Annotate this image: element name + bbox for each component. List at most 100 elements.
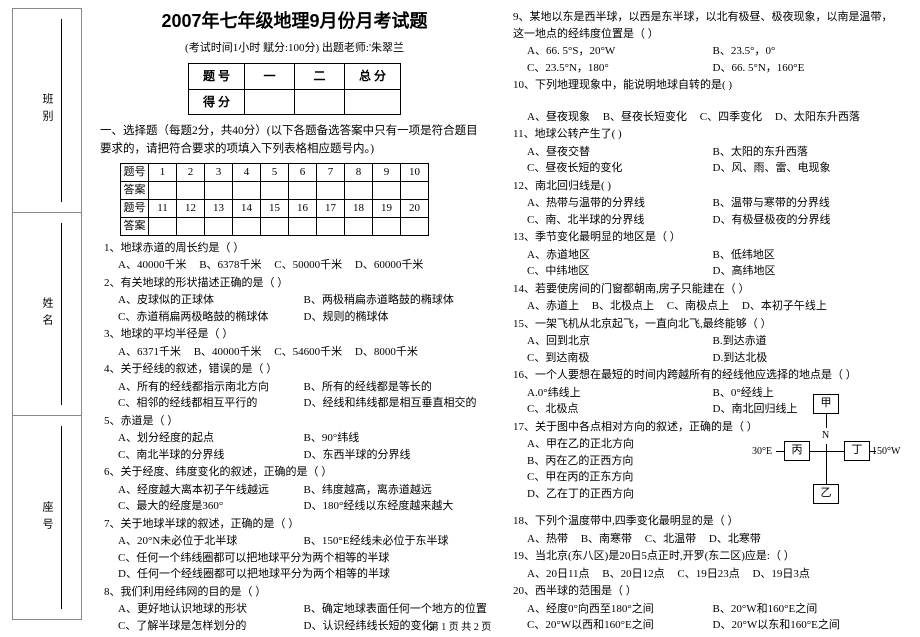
question: 8、我们利用经纬网的目的是（ ） [104,584,489,601]
opt: A、20日11点 [527,566,590,583]
ans-header: 题号 [121,163,149,181]
question: 19、当北京(东八区)是20日5点正时,开罗(东二区)应是:（ ） [513,548,898,565]
question: 17、关于图中各点相对方向的叙述，正确的是（ ） [513,419,783,436]
ans-blank [289,217,317,235]
opt: B、丙在乙的正西方向 [527,453,633,470]
box-bottom: 乙 [813,484,839,504]
ans-num: 14 [233,199,261,217]
ans-blank [373,181,401,199]
opt: B、20°W和160°E之间 [713,601,899,618]
opt: A、经度0°向西至180°之间 [527,601,713,618]
opt: B、所有的经线都是等长的 [304,379,490,396]
opt: B、纬度越高，离赤道越远 [304,482,490,499]
opt: C、北温带 [645,531,696,548]
ans-num: 19 [373,199,401,217]
opt: B、150°E经线未必位于东半球 [304,533,490,550]
options: C、最大的经度是360°D、180°经线以东经度越来越大 [118,498,489,515]
ans-num: 5 [261,163,289,181]
ans-blank [317,181,345,199]
question: 5、赤道是（ ） [104,413,489,430]
ans-num: 1 [149,163,177,181]
question: 6、关于经度、纬度变化的叙述，正确的是（ ） [104,464,489,481]
score-cell: 题 号 [188,63,244,89]
ans-num: 15 [261,199,289,217]
opt: C、任何一个纬线圈都可以把地球平分为两个相等的半球 [118,550,389,567]
question: 9、某地以东是西半球，以西是东半球，以北有极昼、极夜现象，以南是温带，这一地点的… [513,9,898,42]
options: A、66. 5°S，20°WB、23.5°，0° [527,43,898,60]
opt: A、皮球似的正球体 [118,292,304,309]
opt: D、60000千米 [355,257,423,274]
ans-num: 2 [177,163,205,181]
opt: C、中纬地区 [527,263,713,280]
section-heading: 一、选择题（每题2分，共40分）(以下各题备选答案中只有一项是符合题目要求的，请… [100,123,489,159]
ans-blank [149,181,177,199]
ans-header: 题号 [121,199,149,217]
options: A、划分经度的起点B、90°纬线 [118,430,489,447]
page-footer: 第 1 页 共 2 页 [0,618,920,633]
opt: A、赤道上 [527,298,579,315]
opt: A、昼夜交替 [527,144,713,161]
options: A、20°N未必位于北半球B、150°E经线未必位于东半球 [118,533,489,550]
ans-num: 8 [345,163,373,181]
right-column: 9、某地以东是西半球，以西是东半球，以北有极昼、极夜现象，以南是温带，这一地点的… [499,8,908,620]
label-lon-left: 30°E [752,444,772,460]
compass-diagram: 甲 丙 丁 乙 N 30°E 150°W [766,396,886,506]
binding-label: 班别 [39,93,55,127]
question: 20、西半球的范围是（ ） [513,583,898,600]
opt: A、所有的经线都指示南北方向 [118,379,304,396]
ans-header: 答案 [121,217,149,235]
opt: A.0°纬线上 [527,385,713,402]
ans-blank [261,181,289,199]
options: C、南、北半球的分界线D、有极昼极夜的分界线 [527,212,898,229]
opt: D、东西半球的分界线 [304,447,490,464]
opt: D、太阳东升西落 [775,109,860,126]
options: C、23.5°N，180°D、66. 5°N，160°E [527,60,898,77]
question: 10、下列地理现象中，能说明地球自转的是( ) [513,77,898,94]
options: A、赤道地区B、低纬地区 [527,247,898,264]
binding-label: 姓名 [39,297,55,331]
opt: C、南北半球的分界线 [118,447,304,464]
opt: C、甲在丙的正东方向 [527,469,633,486]
opt: D、北寒带 [709,531,761,548]
opt: B、太阳的东升西落 [713,144,899,161]
opt: B、北极点上 [592,298,654,315]
opt: B、两极稍扁赤道略鼓的椭球体 [304,292,490,309]
opt: D、19日3点 [752,566,809,583]
score-cell: 一 [245,63,295,89]
options: C、中纬地区D、高纬地区 [527,263,898,280]
opt: C、北极点 [527,401,713,418]
opt: A、66. 5°S，20°W [527,43,713,60]
score-cell: 得 分 [188,89,244,115]
opt: D、风、雨、雷、电现象 [713,160,899,177]
opt: A、更好地认识地球的形状 [118,601,304,618]
options: A、经度越大离本初子午线越远B、纬度越高，离赤道越远 [118,482,489,499]
options: A、昼夜现象 B、昼夜长短变化 C、四季变化 D、太阳东升西落 [527,109,898,126]
ans-blank [177,181,205,199]
opt: C、19日23点 [677,566,739,583]
opt: C、赤道稍扁两极略鼓的椭球体 [118,309,304,326]
opt: C、四季变化 [700,109,762,126]
options: C、到达南极D.到达北极 [527,350,898,367]
opt: A、经度越大离本初子午线越远 [118,482,304,499]
opt: B、90°纬线 [304,430,490,447]
ans-num: 6 [289,163,317,181]
label-lon-right: 150°W [872,444,900,460]
box-left: 丙 [784,441,810,461]
opt: C、23.5°N，180° [527,60,713,77]
ans-blank [177,217,205,235]
options: A、赤道上 B、北极点上 C、南极点上 D、本初子午线上 [527,298,898,315]
ans-blank [401,181,429,199]
exam-title: 2007年七年级地理9月份月考试题 [100,8,489,36]
binding-line [61,19,62,202]
options: A、40000千米 B、6378千米 C、50000千米 D、60000千米 [118,257,489,274]
options: C、赤道稍扁两极略鼓的椭球体D、规则的椭球体 [118,309,489,326]
opt: A、甲在乙的正北方向 [527,436,634,453]
opt: A、40000千米 [118,257,186,274]
options: C、相邻的经线都相互平行的D、经线和纬线都是相互垂直相交的 [118,395,489,412]
question: 2、有关地球的形状描述正确的是（ ） [104,275,489,292]
binding-cell: 班别 [13,9,81,213]
question: 16、一个人要想在最短的时间内跨越所有的经线他应选择的地点是（ ） [513,367,898,384]
opt: A、热带与温带的分界线 [527,195,713,212]
time-score: (考试时间1小时 赋分:100分) [185,42,319,54]
opt: A、回到北京 [527,333,713,350]
